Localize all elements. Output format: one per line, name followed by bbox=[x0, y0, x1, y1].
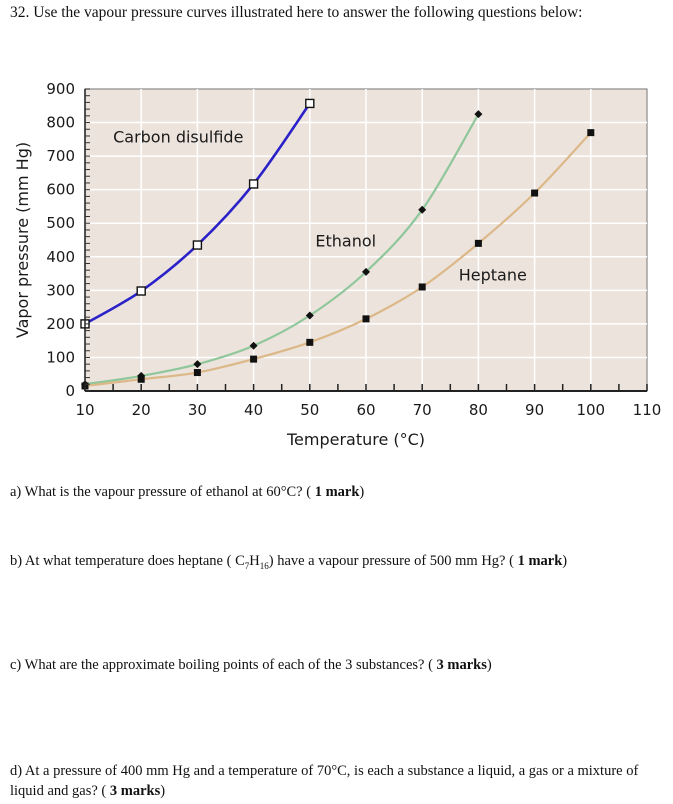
question-a: a) What is the vapour pressure of ethano… bbox=[10, 482, 670, 502]
series-heptane bbox=[81, 129, 595, 390]
x-tick-label: 60 bbox=[356, 401, 375, 419]
question-b: b) At what temperature does heptane ( C7… bbox=[10, 551, 670, 576]
question-title: 32. Use the vapour pressure curves illus… bbox=[10, 4, 583, 21]
y-tick-label: 500 bbox=[46, 214, 75, 232]
diamond-marker bbox=[418, 205, 427, 214]
question-b-marks: 1 mark bbox=[517, 553, 563, 569]
filled-square-marker bbox=[137, 375, 145, 383]
question-c-close: ) bbox=[486, 657, 492, 673]
question-b-mid: H bbox=[249, 553, 260, 569]
x-tick-label: 20 bbox=[132, 401, 151, 419]
series-label: Carbon disulfide bbox=[113, 128, 243, 147]
series-label: Heptane bbox=[459, 265, 527, 284]
filled-square-marker bbox=[474, 239, 482, 247]
question-c: c) What are the approximate boiling poin… bbox=[10, 655, 670, 675]
filled-square-marker bbox=[193, 369, 201, 377]
diamond-marker bbox=[362, 267, 370, 276]
question-a-text: a) What is the vapour pressure of ethano… bbox=[10, 484, 315, 500]
question-b-text: b) At what temperature does heptane ( C bbox=[10, 553, 245, 569]
y-tick-label: 0 bbox=[65, 382, 75, 400]
y-tick-label: 300 bbox=[46, 281, 75, 299]
y-tick-label: 200 bbox=[46, 315, 75, 333]
y-tick-label: 700 bbox=[46, 147, 75, 165]
question-c-marks: 3 marks bbox=[436, 657, 487, 673]
diamond-marker bbox=[249, 341, 258, 350]
y-tick-label: 600 bbox=[46, 181, 75, 199]
y-tick-label: 900 bbox=[46, 80, 75, 98]
question-c-text: c) What are the approximate boiling poin… bbox=[10, 657, 437, 673]
question-b-after: ) have a vapour pressure of 500 mm Hg? ( bbox=[268, 553, 518, 569]
y-tick-label: 800 bbox=[46, 114, 75, 132]
x-tick-label: 50 bbox=[300, 401, 319, 419]
filled-square-marker bbox=[306, 338, 314, 346]
question-d: d) At a pressure of 400 mm Hg and a temp… bbox=[10, 761, 670, 801]
filled-square-marker bbox=[531, 189, 539, 197]
y-tick-label: 100 bbox=[46, 348, 75, 366]
filled-square-marker bbox=[587, 129, 595, 137]
x-tick-label: 30 bbox=[188, 401, 207, 419]
x-tick-label: 110 bbox=[633, 401, 662, 419]
series-carbon-disulfide bbox=[80, 98, 315, 329]
diamond-marker bbox=[305, 311, 314, 320]
grid-lines bbox=[85, 89, 647, 391]
vapour-pressure-chart: 0 100 200 300 400 500 600 700 800 900 10 20 30 40 50 60… bbox=[13, 80, 661, 449]
x-tick-label: 90 bbox=[525, 401, 544, 419]
y-tick-label: 400 bbox=[46, 248, 75, 266]
x-tick-label: 70 bbox=[413, 401, 432, 419]
question-b-sub1: 7 bbox=[244, 560, 250, 571]
open-square-marker bbox=[136, 286, 146, 296]
question-b-close: ) bbox=[562, 553, 568, 569]
open-square-marker bbox=[305, 98, 315, 109]
x-tick-label: 80 bbox=[469, 401, 488, 419]
series-labels: Carbon disulfide Ethanol Heptane bbox=[113, 128, 527, 285]
axes: 0 100 200 300 400 500 600 700 800 900 10 20 30 40 50 60… bbox=[46, 80, 661, 419]
x-tick-label: 10 bbox=[75, 401, 94, 419]
question-d-text: d) At a pressure of 400 mm Hg and a temp… bbox=[10, 763, 639, 799]
filled-square-marker bbox=[362, 315, 370, 323]
data-series bbox=[80, 98, 595, 390]
y-axis-label: Vapor pressure (mm Hg) bbox=[13, 142, 32, 338]
series-label: Ethanol bbox=[315, 232, 376, 251]
x-axis-label: Temperature (°C) bbox=[286, 430, 425, 449]
open-square-marker bbox=[192, 240, 203, 250]
diamond-marker bbox=[474, 110, 483, 119]
question-a-marks: 1 mark bbox=[314, 484, 360, 500]
filled-square-marker bbox=[418, 283, 426, 291]
x-tick-label: 100 bbox=[576, 401, 605, 419]
question-d-marks: 3 marks bbox=[109, 783, 161, 799]
question-d-close: ) bbox=[160, 783, 166, 799]
open-square-marker bbox=[248, 179, 259, 189]
x-tick-label: 40 bbox=[244, 401, 263, 419]
question-a-close: ) bbox=[359, 484, 365, 500]
filled-square-marker bbox=[250, 355, 258, 363]
diamond-marker bbox=[193, 360, 202, 369]
question-b-sub2: 16 bbox=[259, 560, 269, 571]
